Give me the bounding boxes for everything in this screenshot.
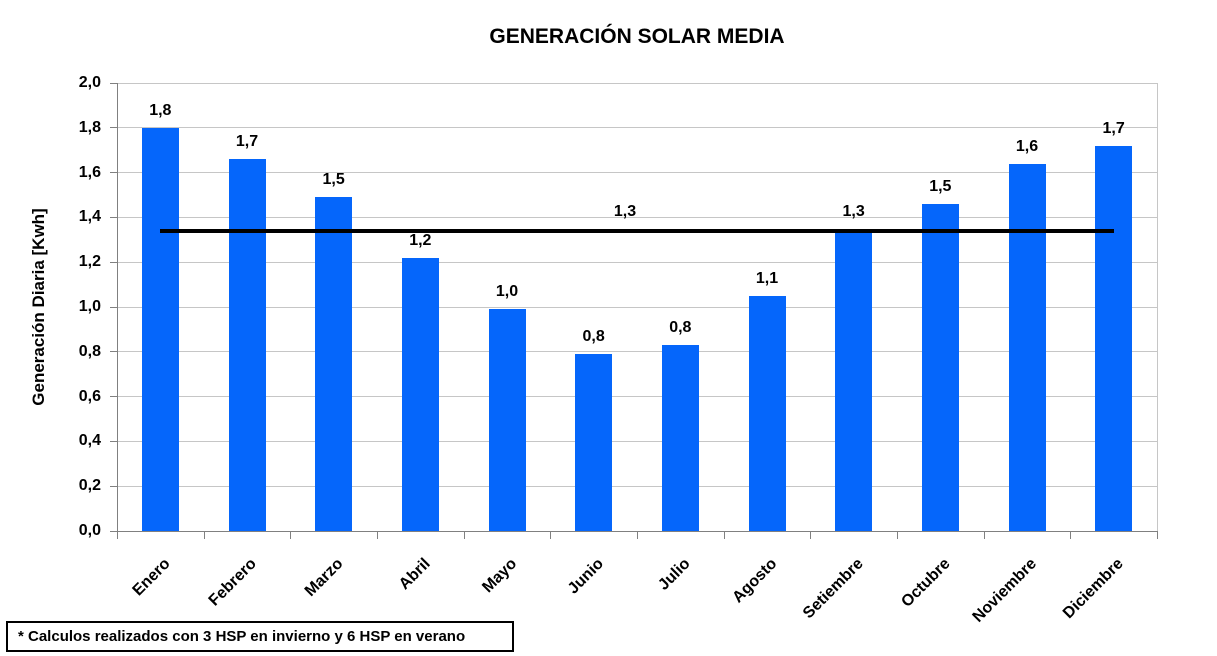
x-axis-tick (117, 531, 118, 539)
bar-value-label: 1,3 (842, 202, 865, 220)
x-category-label-mayo: Mayo (479, 555, 521, 597)
x-axis-tick (550, 531, 552, 539)
x-category-label-julio: Julio (655, 555, 694, 594)
y-tick-label: 1,8 (78, 118, 101, 136)
x-category-label-setiembre: Setiembre (800, 555, 867, 623)
average-line (160, 228, 1114, 233)
bar-abril (401, 257, 439, 531)
y-gridline (117, 306, 1157, 308)
x-axis-tick (723, 531, 725, 539)
x-axis-line (110, 530, 1158, 532)
y-tick-label: 1,0 (78, 298, 101, 315)
bar-value-label: 1,8 (149, 101, 172, 119)
x-category-label-abril: Abril (395, 555, 434, 594)
y-axis-tick (110, 440, 117, 442)
x-category-label-marzo: Marzo (302, 555, 347, 601)
bar-mayo (488, 309, 526, 531)
plot-right-border (1157, 83, 1158, 531)
y-axis-title: Generación Diaria [Kwh] (29, 208, 48, 406)
y-axis-tick (110, 127, 117, 129)
bar-value-label: 1,7 (235, 133, 259, 151)
y-tick-label: 1,4 (78, 208, 101, 226)
bar-value-label: 1,2 (409, 231, 432, 249)
chart-title: GENERACIÓN SOLAR MEDIA (489, 25, 785, 48)
bar-marzo (315, 197, 353, 531)
bar-enero (141, 127, 179, 531)
y-axis-tick (110, 306, 117, 308)
x-category-label-octubre: Octubre (898, 555, 954, 611)
y-tick-label: 0,8 (78, 342, 101, 360)
x-category-label-noviembre: Noviembre (969, 555, 1041, 626)
y-gridline (117, 396, 1157, 398)
y-tick-label: 0,4 (78, 432, 101, 450)
bar-value-label: 1,6 (1015, 137, 1039, 155)
y-axis-tick (110, 82, 117, 84)
y-axis-tick (110, 261, 117, 263)
bar-febrero (228, 159, 266, 531)
y-axis-tick (110, 216, 117, 218)
bar-value-label: 1,7 (1102, 119, 1125, 137)
bar-octubre (921, 203, 959, 531)
bar-value-label: 0,8 (582, 328, 605, 346)
y-gridline (117, 82, 1157, 84)
x-axis-tick (810, 531, 812, 539)
y-gridline (117, 351, 1157, 353)
x-axis-tick (897, 531, 898, 539)
x-axis-tick (637, 531, 638, 539)
x-axis-tick (463, 531, 465, 539)
y-axis-tick (110, 396, 117, 398)
y-tick-label: 0,0 (78, 522, 101, 539)
bar-julio (661, 345, 699, 531)
x-category-label-agosto: Agosto (729, 555, 781, 607)
y-tick-label: 1,6 (78, 163, 101, 181)
bar-junio (575, 354, 613, 531)
x-category-label-febrero: Febrero (206, 555, 261, 610)
y-axis-tick (110, 172, 117, 174)
y-gridline (117, 440, 1157, 442)
bar-noviembre (1008, 163, 1046, 531)
y-tick-label: 0,6 (78, 387, 101, 405)
y-axis-line (116, 83, 118, 539)
y-gridline (117, 172, 1157, 174)
y-tick-label: 0,2 (78, 477, 101, 495)
footnote-text: * Calculos realizados con 3 HSP en invie… (18, 628, 466, 645)
bar-value-label: 1,5 (929, 177, 952, 195)
y-gridline (117, 485, 1157, 487)
bar-agosto (748, 295, 786, 531)
bar-value-label: 1,1 (755, 269, 779, 287)
bar-setiembre (835, 228, 873, 531)
y-gridline (117, 127, 1157, 129)
x-axis-tick (1157, 531, 1158, 539)
bar-diciembre (1095, 145, 1133, 531)
footnote-box: * Calculos realizados con 3 HSP en invie… (6, 621, 514, 652)
y-gridline (117, 216, 1157, 218)
average-line-label: 1,3 (613, 202, 637, 220)
y-tick-label: 1,2 (78, 253, 101, 271)
x-axis-tick (203, 531, 205, 539)
x-axis-tick (290, 531, 292, 539)
y-axis-tick (110, 351, 117, 353)
x-axis-tick (377, 531, 378, 539)
y-gridline (117, 261, 1157, 263)
x-category-label-diciembre: Diciembre (1060, 555, 1127, 623)
bar-value-label: 1,5 (322, 171, 345, 189)
bar-value-label: 1,0 (495, 283, 519, 301)
x-category-label-enero: Enero (129, 555, 174, 600)
bar-value-label: 0,8 (669, 319, 692, 337)
x-category-label-junio: Junio (564, 555, 607, 598)
y-axis-tick (110, 485, 117, 487)
x-axis-tick (983, 531, 985, 539)
y-tick-label: 2,0 (78, 74, 101, 91)
x-axis-tick (1070, 531, 1072, 539)
